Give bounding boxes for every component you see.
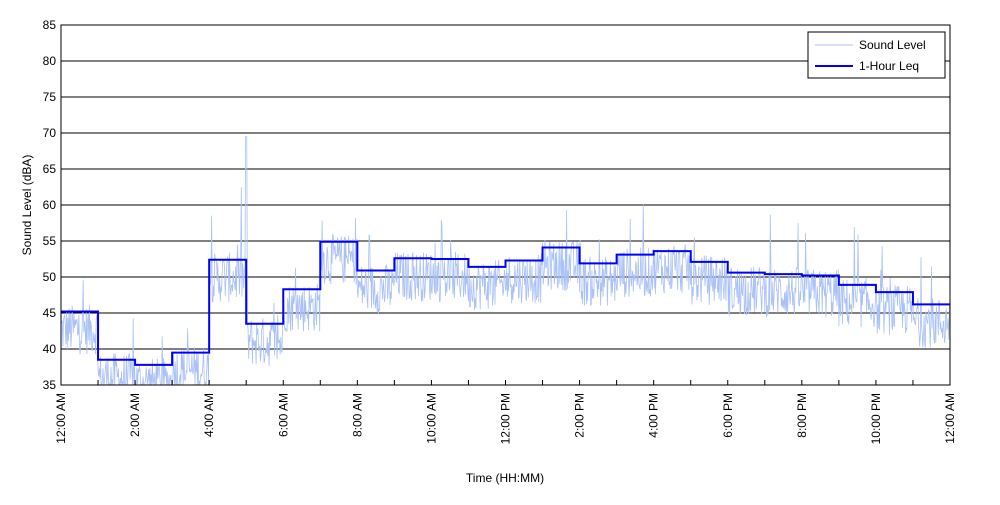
x-tick-label: 12:00 AM (943, 393, 957, 444)
x-tick-label: 8:00 PM (795, 393, 809, 438)
y-tick-label: 85 (43, 18, 57, 32)
x-tick-label: 4:00 AM (202, 393, 216, 437)
x-tick-label: 8:00 AM (350, 393, 364, 437)
y-tick-label: 45 (43, 306, 57, 320)
x-tick-label: 12:00 PM (499, 393, 513, 444)
x-tick-label: 10:00 AM (424, 393, 438, 444)
y-tick-label: 65 (43, 162, 57, 176)
y-tick-label: 75 (43, 90, 57, 104)
x-tick-label: 10:00 PM (869, 393, 883, 444)
x-axis-label: Time (HH:MM) (466, 471, 544, 485)
x-tick-label: 4:00 PM (647, 393, 661, 438)
legend-label-leq: 1-Hour Leq (859, 59, 919, 73)
y-tick-label: 40 (43, 342, 57, 356)
y-axis-label: Sound Level (dBA) (20, 155, 34, 256)
y-tick-label: 55 (43, 234, 57, 248)
x-tick-label: 6:00 PM (721, 393, 735, 438)
legend: Sound Level 1-Hour Leq (807, 31, 946, 79)
x-tick-label: 12:00 AM (54, 393, 68, 444)
y-tick-label: 70 (43, 126, 57, 140)
y-tick-label: 35 (43, 378, 57, 392)
legend-box (807, 31, 946, 79)
x-tick-label: 2:00 PM (573, 393, 587, 438)
y-tick-label: 80 (43, 54, 57, 68)
x-tick-label: 6:00 AM (276, 393, 290, 437)
leq-line (61, 240, 950, 366)
legend-label-sound-level: Sound Level (859, 38, 926, 52)
x-tick-label: 2:00 AM (128, 393, 142, 437)
y-tick-label: 50 (43, 270, 57, 284)
y-tick-label: 60 (43, 198, 57, 212)
